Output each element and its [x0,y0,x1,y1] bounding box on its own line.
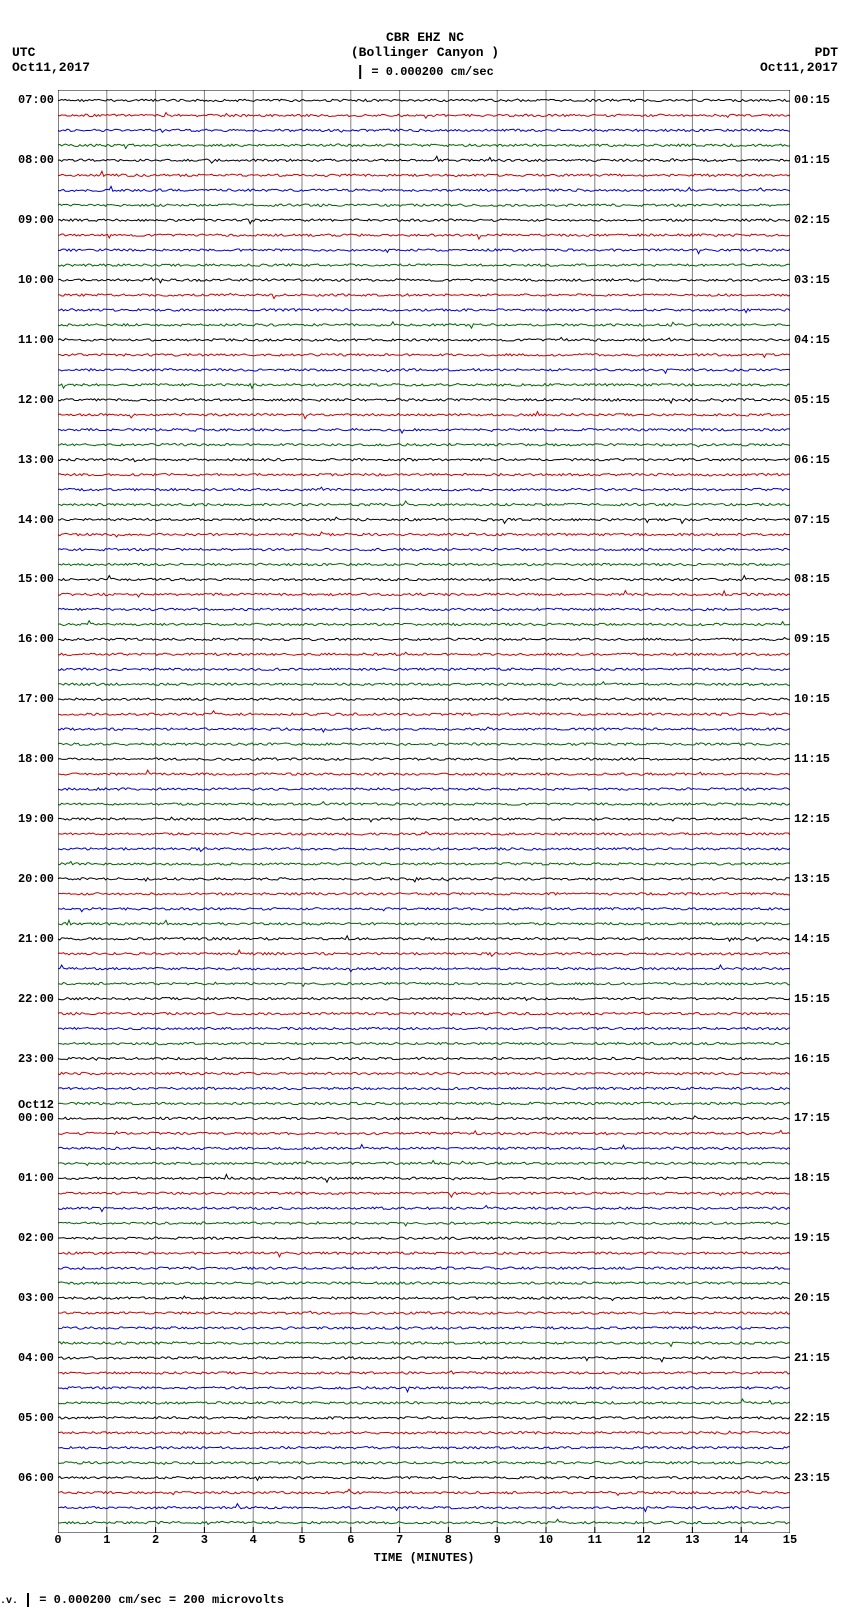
x-tick-label: 8 [445,1533,452,1547]
y-time-label: 01:15 [794,153,830,167]
x-tick-label: 1 [103,1533,110,1547]
x-tick-label: 3 [201,1533,208,1547]
x-tick-label: 9 [494,1533,501,1547]
y-time-label: 01:00 [18,1171,54,1185]
y-time-label: 05:15 [794,393,830,407]
y-time-label: 21:00 [18,932,54,946]
y-time-label: 00:15 [794,93,830,107]
y-time-label: 13:15 [794,872,830,886]
y-time-label: 07:00 [18,93,54,107]
y-time-label: 11:15 [794,752,830,766]
x-tick-label: 13 [685,1533,699,1547]
x-tick-label: 6 [347,1533,354,1547]
y-time-label: 20:00 [18,872,54,886]
y-time-label: 17:00 [18,692,54,706]
y-time-label: 12:15 [794,812,830,826]
header: CBR EHZ NC (Bollinger Canyon ) = 0.00020… [0,0,850,80]
y-time-label: 14:00 [18,513,54,527]
station-location: (Bollinger Canyon ) [351,45,499,60]
y-time-label: 17:15 [794,1111,830,1125]
y-time-label: 03:00 [18,1291,54,1305]
y-time-label: 18:15 [794,1171,830,1185]
left-tz: UTC [12,45,35,60]
y-time-label: 02:15 [794,213,830,227]
header-left: UTC Oct11,2017 [12,45,90,75]
y-time-label: 14:15 [794,932,830,946]
y-time-label: 04:15 [794,333,830,347]
y-time-label: 10:15 [794,692,830,706]
y-time-label: 08:15 [794,572,830,586]
x-tick-label: 5 [298,1533,305,1547]
scale-text: = 0.000200 cm/sec [364,65,494,79]
y-time-label: 11:00 [18,333,54,347]
x-tick-label: 7 [396,1533,403,1547]
x-tick-label: 15 [783,1533,797,1547]
y-time-label: 04:00 [18,1351,54,1365]
y-time-label: 09:00 [18,213,54,227]
x-tick-label: 2 [152,1533,159,1547]
y-time-label: 10:00 [18,273,54,287]
y-time-label: 00:00 [18,1111,54,1125]
y-time-label: 22:00 [18,992,54,1006]
y-time-label: 23:15 [794,1471,830,1485]
y-time-label: 23:00 [18,1052,54,1066]
x-tick-label: 11 [588,1533,602,1547]
y-time-label: 19:00 [18,812,54,826]
y-time-label: 02:00 [18,1231,54,1245]
right-tz: PDT [815,45,838,60]
footer-prefix: .v. [0,1596,24,1607]
footer-text: = 0.000200 cm/sec = 200 microvolts [32,1593,284,1607]
header-scale: = 0.000200 cm/sec [356,65,494,79]
x-tick-label: 12 [636,1533,650,1547]
y-time-label: 18:00 [18,752,54,766]
plot-svg [58,90,790,1533]
y-time-label: 16:15 [794,1052,830,1066]
y-time-label: 16:00 [18,632,54,646]
y-time-label: 09:15 [794,632,830,646]
scale-bar-icon [27,1593,29,1607]
footer-scale: .v. = 0.000200 cm/sec = 200 microvolts [0,1593,284,1607]
y-time-label: 08:00 [18,153,54,167]
header-right: PDT Oct11,2017 [760,45,838,75]
y-time-label: 06:00 [18,1471,54,1485]
y-time-label: 15:00 [18,572,54,586]
x-tick-label: 10 [539,1533,553,1547]
right-date: Oct11,2017 [760,60,838,75]
x-axis: TIME (MINUTES) 0123456789101112131415 [58,1533,790,1568]
y-time-label: 07:15 [794,513,830,527]
y-time-label: 12:00 [18,393,54,407]
y-axis-left: 07:00 08:00 09:00 10:00 11:00 12:00 13:00 14:00… [0,90,58,1533]
x-axis-title: TIME (MINUTES) [374,1551,475,1565]
header-center: CBR EHZ NC (Bollinger Canyon ) [351,30,499,60]
x-tick-label: 4 [250,1533,257,1547]
seismogram-page: CBR EHZ NC (Bollinger Canyon ) = 0.00020… [0,0,850,1613]
scale-bar-icon [359,65,361,79]
y-date-label: Oct12 [18,1098,54,1112]
y-time-label: 06:15 [794,453,830,467]
y-time-label: 05:00 [18,1411,54,1425]
y-time-label: 13:00 [18,453,54,467]
y-time-label: 20:15 [794,1291,830,1305]
y-time-label: 22:15 [794,1411,830,1425]
y-time-label: 03:15 [794,273,830,287]
x-tick-label: 14 [734,1533,748,1547]
x-tick-label: 0 [54,1533,61,1547]
left-date: Oct11,2017 [12,60,90,75]
station-code: CBR EHZ NC [386,30,464,45]
y-time-label: 21:15 [794,1351,830,1365]
y-time-label: 15:15 [794,992,830,1006]
y-time-label: 19:15 [794,1231,830,1245]
y-axis-right: 00:15 01:15 02:15 03:15 04:15 05:15 06:15 07:15… [790,90,850,1533]
seismogram-plot [58,90,790,1533]
